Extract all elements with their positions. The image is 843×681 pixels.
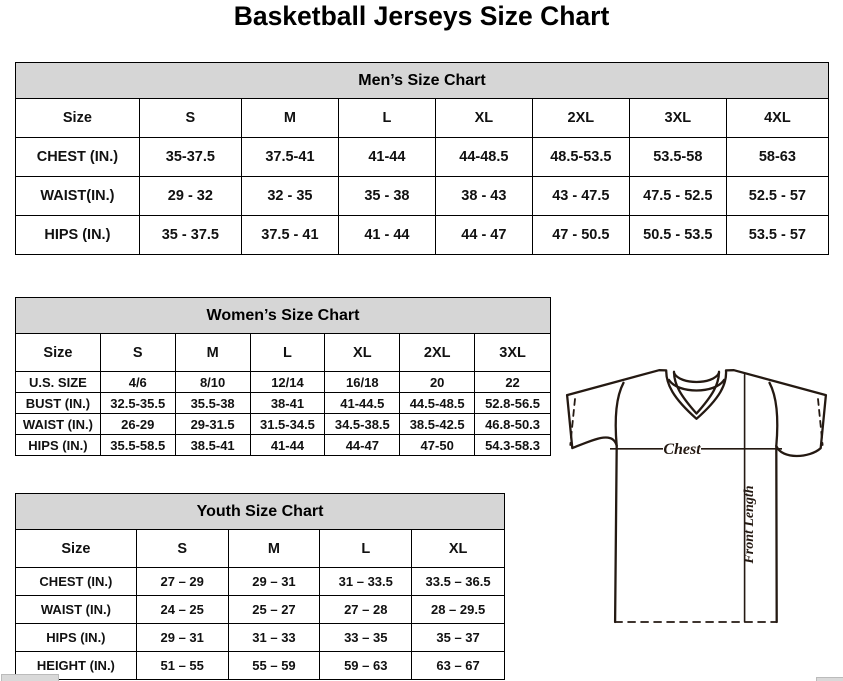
svg-text:Front Length: Front Length (742, 485, 757, 564)
svg-text:Chest: Chest (663, 441, 701, 458)
